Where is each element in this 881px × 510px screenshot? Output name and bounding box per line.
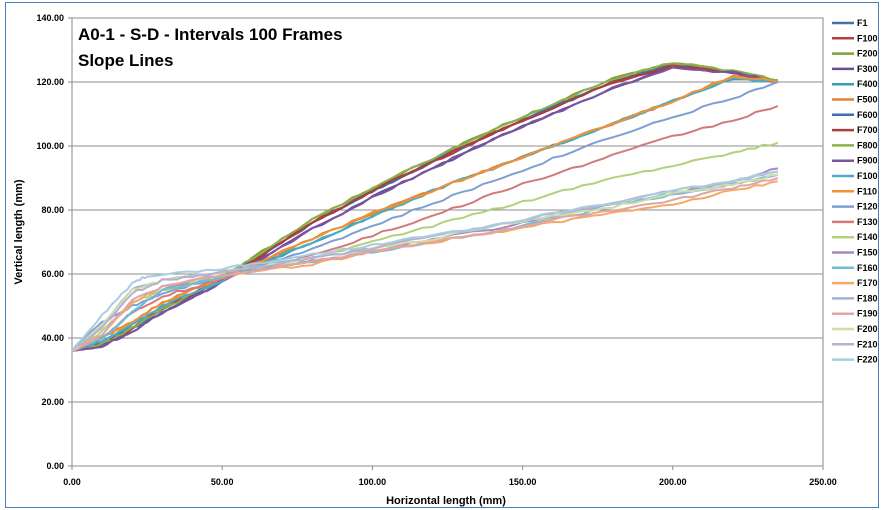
legend-label: F220 [857, 355, 878, 365]
chart-subtitle: Slope Lines [78, 51, 173, 70]
legend-label: F1 [857, 18, 868, 28]
legend-label: F300 [857, 64, 878, 74]
legend-label: F400 [857, 79, 878, 89]
legend-label: F130 [857, 217, 878, 227]
x-tick-label: 200.00 [659, 477, 687, 487]
legend-label: F150 [857, 248, 878, 258]
legend-label: F200 [857, 49, 878, 59]
series-line-f2000 [71, 173, 778, 352]
legend-label: F100 [857, 33, 878, 43]
series-line-f2100 [71, 170, 779, 352]
y-tick-label: 120.00 [36, 77, 64, 87]
series-line-f1800 [71, 173, 779, 352]
x-axis-label: Horizontal length (mm) [386, 495, 506, 507]
y-tick-label: 40.00 [41, 333, 64, 343]
legend-label: F160 [857, 263, 878, 273]
y-tick-label: 80.00 [41, 205, 64, 215]
series-line-f900 [71, 66, 778, 352]
x-tick-label: 50.00 [211, 477, 234, 487]
chart-title: A0-1 - S-D - Intervals 100 Frames [78, 25, 343, 44]
x-tick-label: 250.00 [809, 477, 837, 487]
series-line-f1100 [71, 75, 779, 352]
series-line-f800 [71, 62, 779, 352]
series-line-f1600 [71, 173, 779, 352]
y-tick-label: 100.00 [36, 141, 64, 151]
legend-label: F700 [857, 125, 878, 135]
y-axis-label: Vertical length (mm) [13, 179, 25, 284]
series-line-f300 [71, 66, 778, 352]
legend-label: F900 [857, 156, 878, 166]
series-line-f400 [71, 78, 779, 352]
legend-label: F110 [857, 186, 877, 196]
y-tick-label: 60.00 [41, 269, 64, 279]
legend-label: F100 [857, 171, 878, 181]
y-tick-label: 20.00 [41, 397, 64, 407]
legend-label: F190 [857, 309, 878, 319]
chart-frame [5, 2, 879, 508]
y-tick-label: 140.00 [36, 13, 64, 23]
series-line-f1300 [71, 105, 779, 352]
legend-label: F210 [857, 339, 878, 349]
series-line-f1900 [71, 177, 779, 352]
series-line-f700 [71, 64, 779, 352]
legend-label: F180 [857, 293, 878, 303]
axes: 0.00 20.00 40.00 60.00 80.00 100.00 120.00 140.… [36, 13, 836, 487]
legend: F1 F100 F200 F300 F400 F500 F600 F700 F800 F900 F1… [832, 18, 878, 365]
y-tick-label: 0.00 [46, 461, 64, 471]
legend-label: F500 [857, 95, 878, 105]
series-lines [71, 62, 779, 352]
series-line-f2200 [71, 170, 779, 352]
legend-label: F120 [857, 202, 878, 212]
legend-label: F170 [857, 278, 878, 288]
legend-label: F140 [857, 232, 878, 242]
series-line-f1200 [71, 81, 779, 352]
x-tick-label: 0.00 [63, 477, 81, 487]
x-tick-label: 100.00 [359, 477, 387, 487]
legend-label: F800 [857, 140, 878, 150]
legend-label: F600 [857, 110, 878, 120]
series-line-f100 [71, 65, 779, 352]
series-line-f1400 [71, 141, 779, 352]
legend-label: F200 [857, 324, 878, 334]
x-tick-label: 150.00 [509, 477, 537, 487]
